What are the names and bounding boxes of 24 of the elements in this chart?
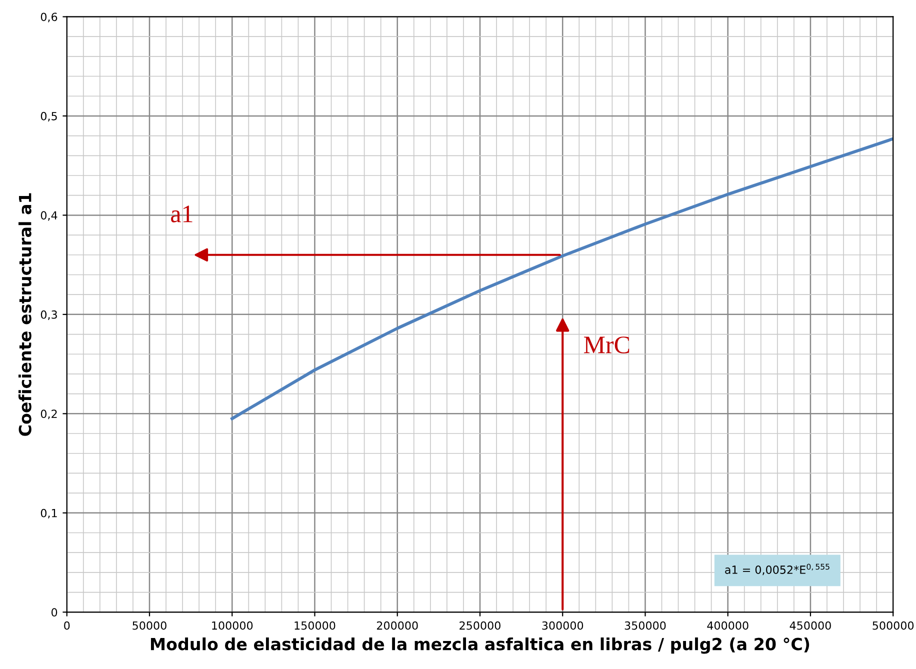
- y-tick-label: 0,5: [40, 112, 57, 122]
- x-tick-label: 350000: [624, 621, 666, 630]
- y-tick-label: 0,6: [40, 12, 58, 22]
- y-axis-title: Coeficiente estructural a1: [18, 193, 32, 436]
- y-tick-label: 0,4: [40, 211, 58, 221]
- annotation: a1: [171, 206, 192, 222]
- x-tick-label: 400000: [707, 621, 748, 630]
- x-tick-label: 100000: [212, 621, 253, 630]
- annotation: MrC: [584, 336, 630, 354]
- x-tick-label: 250000: [460, 621, 500, 630]
- x-tick-label: 150000: [294, 621, 336, 630]
- x-tick-label: 0: [64, 621, 70, 630]
- x-tick-label: 450000: [790, 621, 831, 630]
- x-tick-label: 50000: [132, 621, 166, 630]
- x-axis-title: Modulo de elasticidad de la mezcla asfaltica en libras / pulg2 (a 20 °C): [150, 637, 810, 654]
- line-series: [230, 137, 894, 420]
- y-tick-label: 0: [52, 608, 58, 617]
- y-tick-label: 0,1: [40, 508, 57, 518]
- y-tick-label: 0,3: [40, 310, 57, 320]
- x-tick-label: 300000: [542, 621, 584, 630]
- y-tick-label: 0,2: [40, 410, 57, 420]
- annotation: a1 = 0,0052*E$^{0,555}$: [725, 564, 830, 576]
- x-tick-label: 200000: [376, 621, 418, 630]
- x-tick-label: 500000: [872, 621, 914, 630]
